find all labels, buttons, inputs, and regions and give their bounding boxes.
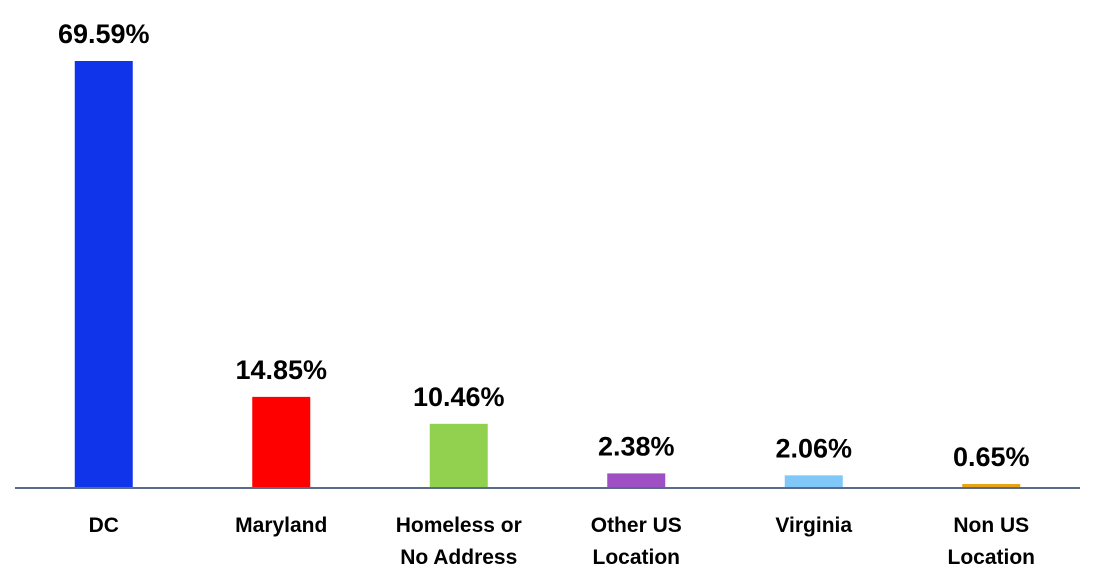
value-label: 69.59%	[58, 19, 150, 49]
x-tick-label: Non US Location	[947, 514, 1036, 569]
bar	[74, 61, 133, 488]
value-label: 14.85%	[235, 355, 327, 385]
value-label: 2.06%	[775, 433, 852, 463]
bar	[252, 396, 311, 488]
bar	[607, 473, 666, 488]
x-tick-label: Maryland	[235, 514, 328, 537]
x-tick-label: Other US Location	[590, 514, 682, 569]
value-label: 10.46%	[413, 382, 505, 412]
bar	[962, 484, 1021, 488]
bar	[429, 423, 488, 488]
value-label: 0.65%	[953, 442, 1030, 472]
value-label: 2.38%	[598, 431, 675, 461]
x-tick-label: Virginia	[775, 514, 853, 537]
x-tick-label: DC	[88, 514, 119, 537]
bar	[784, 475, 843, 488]
x-tick-label: Homeless or No Address	[395, 514, 522, 569]
